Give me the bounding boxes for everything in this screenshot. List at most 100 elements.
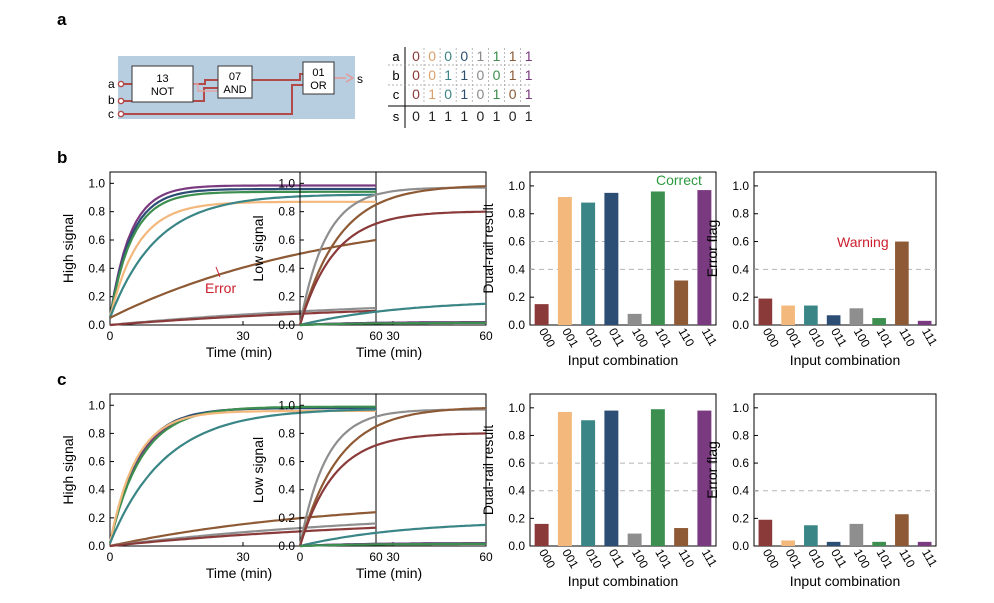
series-line-011: [108, 187, 376, 319]
y-axis-label: Dual-rail result: [480, 425, 496, 515]
bar-110: [674, 528, 689, 546]
truth-cell: 1: [525, 108, 533, 124]
y-tick-label: 0.8: [732, 207, 749, 221]
y-tick-label: 0.8: [278, 205, 295, 219]
truth-table: a 0 0 0 0 1 1 1 1b 0 0 1 1 0 0 1 1c 0 1 0 1 0 1 0 1s 0 1 1 1 0 1 0 1: [388, 47, 533, 128]
truth-cell: 1: [444, 67, 452, 83]
bar-chart-c-dual-rail-result: 0.0 0.2 0.4 0.6 0.8 1.0 Dual-rail result 000 001…: [480, 393, 720, 589]
x-axis-label: Input combination: [790, 352, 901, 368]
series-line-110: [298, 185, 487, 326]
bar-011: [604, 410, 619, 546]
y-tick-label: 0.4: [278, 261, 295, 275]
truth-cell: 1: [428, 108, 436, 124]
x-tick-label: 001: [783, 326, 805, 351]
y-tick-label: 0.0: [732, 539, 749, 553]
x-tick-label: 0: [297, 550, 304, 564]
truth-cell: 0: [412, 108, 420, 124]
x-tick-label: 30: [236, 329, 250, 343]
x-tick-label: 111: [919, 547, 940, 570]
bar-110: [895, 514, 909, 546]
bar-000: [534, 523, 549, 546]
gate-type: OR: [310, 80, 327, 92]
annotation-error: Error: [205, 280, 236, 296]
plot-frame: [299, 393, 487, 547]
y-tick-label: 0.0: [278, 539, 295, 553]
series-line-000: [298, 432, 487, 547]
y-tick-label: 0.2: [88, 511, 105, 525]
y-tick-label: 0.0: [732, 318, 749, 332]
y-tick-label: 0.4: [508, 484, 525, 498]
series-line-010: [299, 523, 487, 548]
series-line-010: [108, 408, 377, 544]
annotation-pointer: [215, 266, 221, 278]
series-line-101: [299, 321, 486, 327]
gate-id: 07: [229, 71, 241, 83]
bar-101: [650, 191, 665, 325]
gate-not: [131, 65, 194, 103]
truth-cell: 0: [428, 48, 436, 64]
truth-row-label-c: c: [393, 87, 400, 102]
line-chart-b-high-signal: 0.0 0.2 0.4 0.6 0.8 1.0 High signal 0 30 60 Time (…: [60, 171, 383, 360]
y-tick-label: 0.6: [508, 456, 525, 470]
truth-cell: 1: [460, 108, 468, 124]
y-tick-label: 0.8: [278, 426, 295, 440]
x-axis-label: Time (min): [206, 344, 272, 360]
bar-000: [758, 298, 773, 325]
x-tick-label: 0: [107, 329, 114, 343]
plot-frame: [753, 171, 937, 326]
x-tick-label: 000: [536, 326, 558, 351]
series-line-000: [109, 526, 377, 548]
truth-row-label-b: b: [392, 68, 399, 83]
input-terminal-a: [117, 80, 125, 88]
truth-cell: 0: [444, 86, 452, 102]
y-tick-label: 0.8: [508, 428, 525, 442]
x-tick-label: 101: [652, 326, 674, 351]
bar-010: [804, 305, 818, 325]
x-tick-label: 100: [629, 326, 651, 351]
y-axis-label: Error flag: [704, 441, 720, 499]
x-tick-label: 010: [805, 547, 827, 572]
y-tick-label: 1.0: [88, 398, 105, 412]
y-tick-label: 0.2: [508, 290, 525, 304]
x-tick-label: 111: [699, 547, 720, 570]
series-line-110: [109, 511, 377, 548]
y-tick-label: 0.8: [88, 426, 105, 440]
x-tick-label: 60: [479, 550, 493, 564]
truth-cell: 0: [460, 48, 468, 64]
bar-011: [604, 192, 619, 325]
x-tick-label: 010: [583, 326, 605, 351]
truth-cell: 1: [525, 48, 533, 64]
input-terminal-c: [117, 110, 125, 118]
y-tick-label: 1.0: [508, 401, 525, 415]
truth-cell: 1: [428, 86, 436, 102]
y-tick-label: 0.0: [508, 539, 525, 553]
y-tick-label: 0.4: [732, 484, 749, 498]
y-tick-label: 0.4: [278, 483, 295, 497]
bar-001: [557, 411, 572, 546]
series-line-101: [108, 190, 376, 319]
x-tick-label: 110: [676, 547, 698, 571]
y-tick-label: 0.4: [88, 261, 105, 275]
x-axis-label: Time (min): [206, 565, 272, 581]
y-tick-label: 0.8: [508, 207, 525, 221]
x-tick-label: 001: [559, 326, 581, 351]
x-axis-label: Input combination: [568, 573, 679, 589]
series-line-101: [108, 405, 376, 544]
truth-cell: 1: [460, 67, 468, 83]
x-tick-label: 111: [699, 326, 720, 349]
bar-100: [849, 523, 864, 546]
x-tick-label: 60: [369, 550, 383, 564]
bar-110: [674, 280, 689, 325]
bar-010: [581, 202, 596, 325]
y-tick-label: 0.0: [508, 318, 525, 332]
y-axis-label: High signal: [60, 435, 76, 504]
bar-chart-c-error-flag: 0.0 0.2 0.4 0.6 0.8 1.0 Error flag 000 001 010 011…: [704, 393, 940, 589]
y-tick-label: 1.0: [732, 179, 749, 193]
output-arrow-icon: [345, 73, 355, 83]
truth-cell: 1: [444, 108, 452, 124]
x-tick-label: 60: [479, 329, 493, 343]
panel-label-c: c: [57, 370, 66, 389]
y-axis-label: Low signal: [250, 215, 266, 281]
truth-cell: 1: [493, 86, 501, 102]
